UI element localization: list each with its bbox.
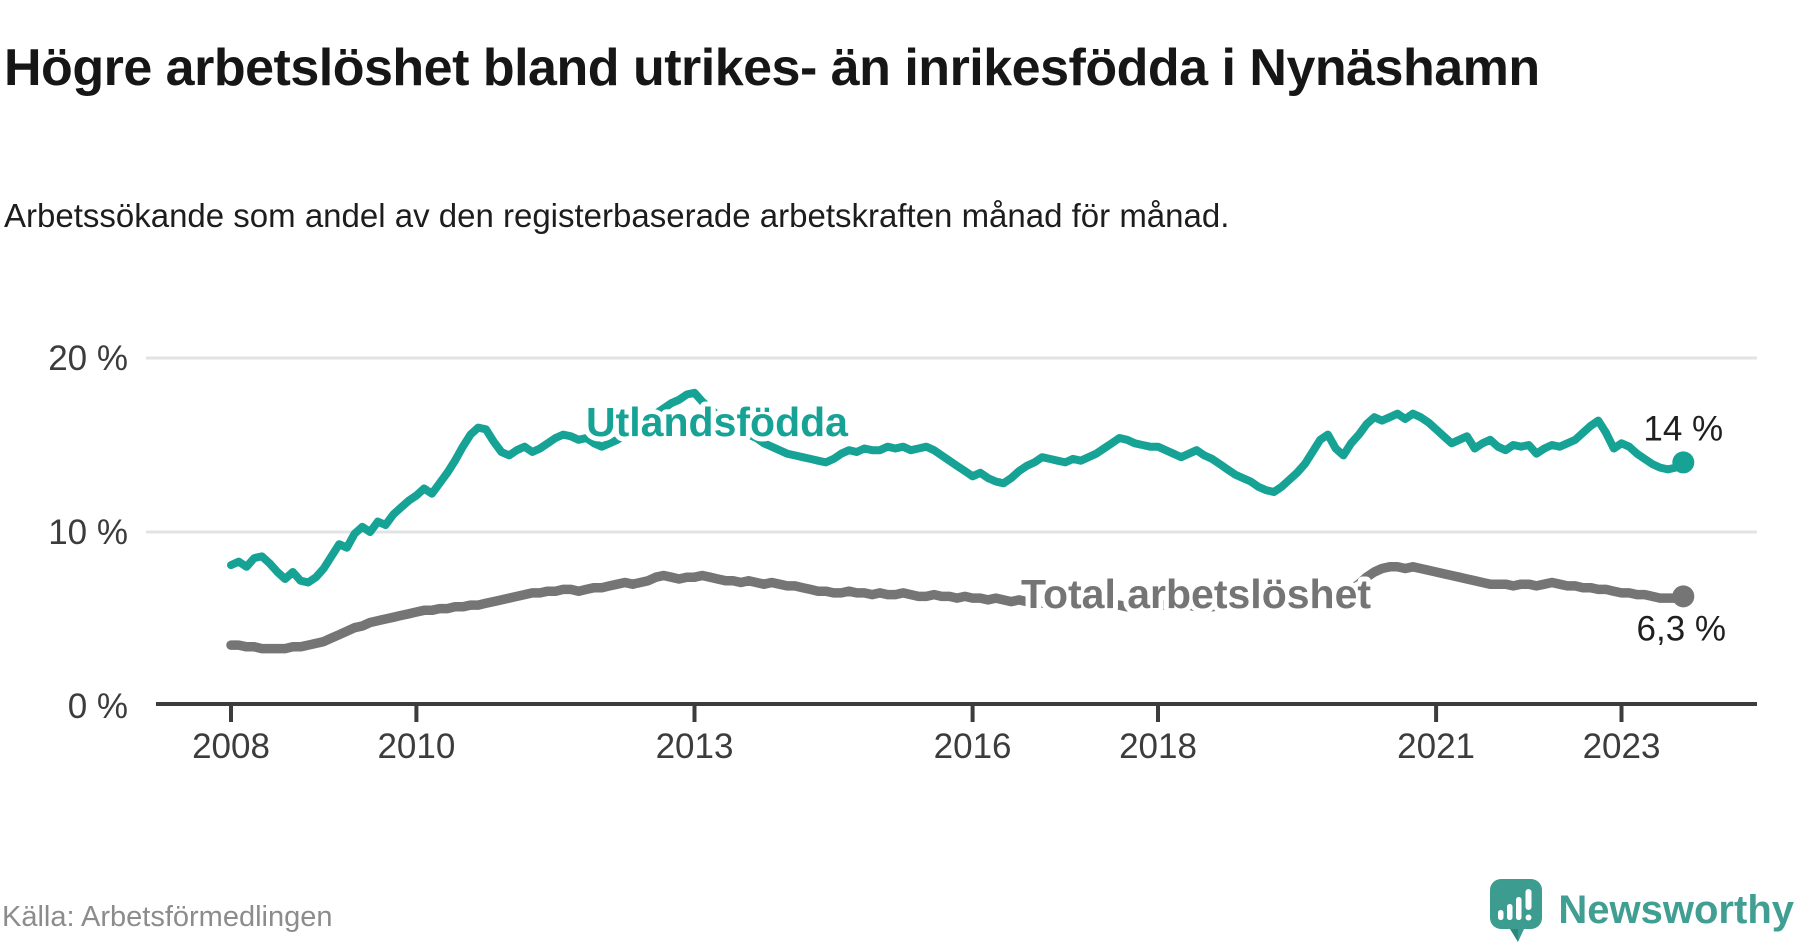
x-axis-tick-label: 2008 [192, 727, 270, 766]
y-axis-tick-label: 0 % [68, 687, 128, 726]
page-title: Högre arbetslöshet bland utrikes- än inr… [4, 38, 1540, 97]
series-label-total: Total arbetslöshet [1021, 571, 1371, 617]
series-end-value-label: 14 % [1643, 409, 1723, 448]
x-axis-tick-label: 2016 [934, 727, 1012, 766]
x-axis-tick-label: 2021 [1397, 727, 1475, 766]
chart-subtitle: Arbetssökande som andel av den registerb… [4, 197, 1230, 234]
series-line-utlandsfodda [227, 388, 1688, 587]
y-axis-tick-label: 20 % [48, 339, 128, 378]
series-end-dot-utlandsfodda [1672, 451, 1695, 474]
brand-name: Newsworthy [1558, 887, 1794, 932]
series-line-total [226, 562, 1689, 654]
series-label-utlandsfodda: Utlandsfödda [586, 399, 849, 445]
brand-lockup: Newsworthy [1488, 878, 1794, 942]
y-axis-tick-label: 10 % [48, 513, 128, 552]
x-axis-tick-label: 2018 [1119, 727, 1197, 766]
series-end-value-label: 6,3 % [1637, 609, 1727, 648]
source-note: Källa: Arbetsförmedlingen [2, 901, 333, 933]
x-axis-tick-label: 2023 [1583, 727, 1661, 766]
newsworthy-logo-icon [1490, 879, 1543, 942]
series-end-dot-total [1672, 585, 1695, 608]
x-axis-tick-label: 2013 [656, 727, 734, 766]
x-axis-tick-label: 2010 [377, 727, 455, 766]
